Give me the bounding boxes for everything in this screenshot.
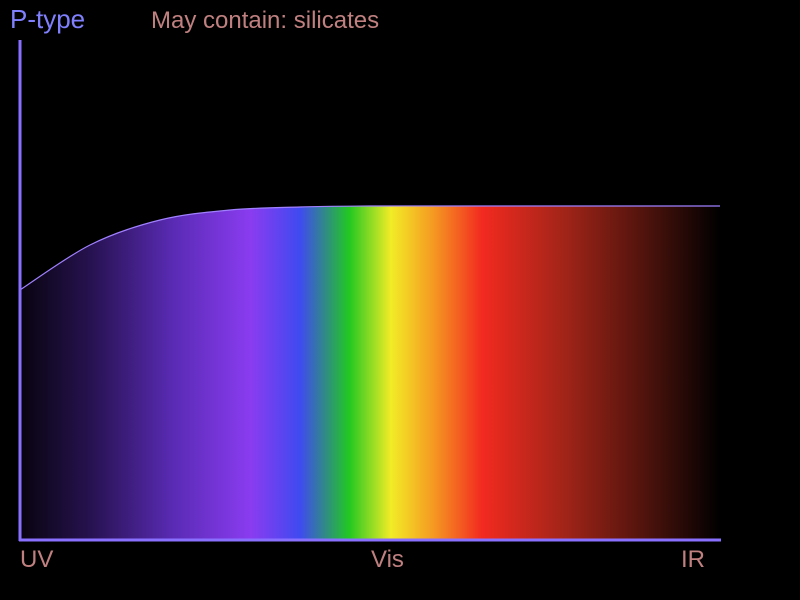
x-tick-uv: UV <box>20 546 54 573</box>
chart-subtitle: May contain: silicates <box>151 7 380 34</box>
spectrum-curve <box>19 205 720 291</box>
x-tick-vis: Vis <box>371 546 404 573</box>
spectrum-area <box>20 205 720 540</box>
x-tick-ir: IR <box>681 546 705 573</box>
chart-title: P-type <box>10 4 86 34</box>
